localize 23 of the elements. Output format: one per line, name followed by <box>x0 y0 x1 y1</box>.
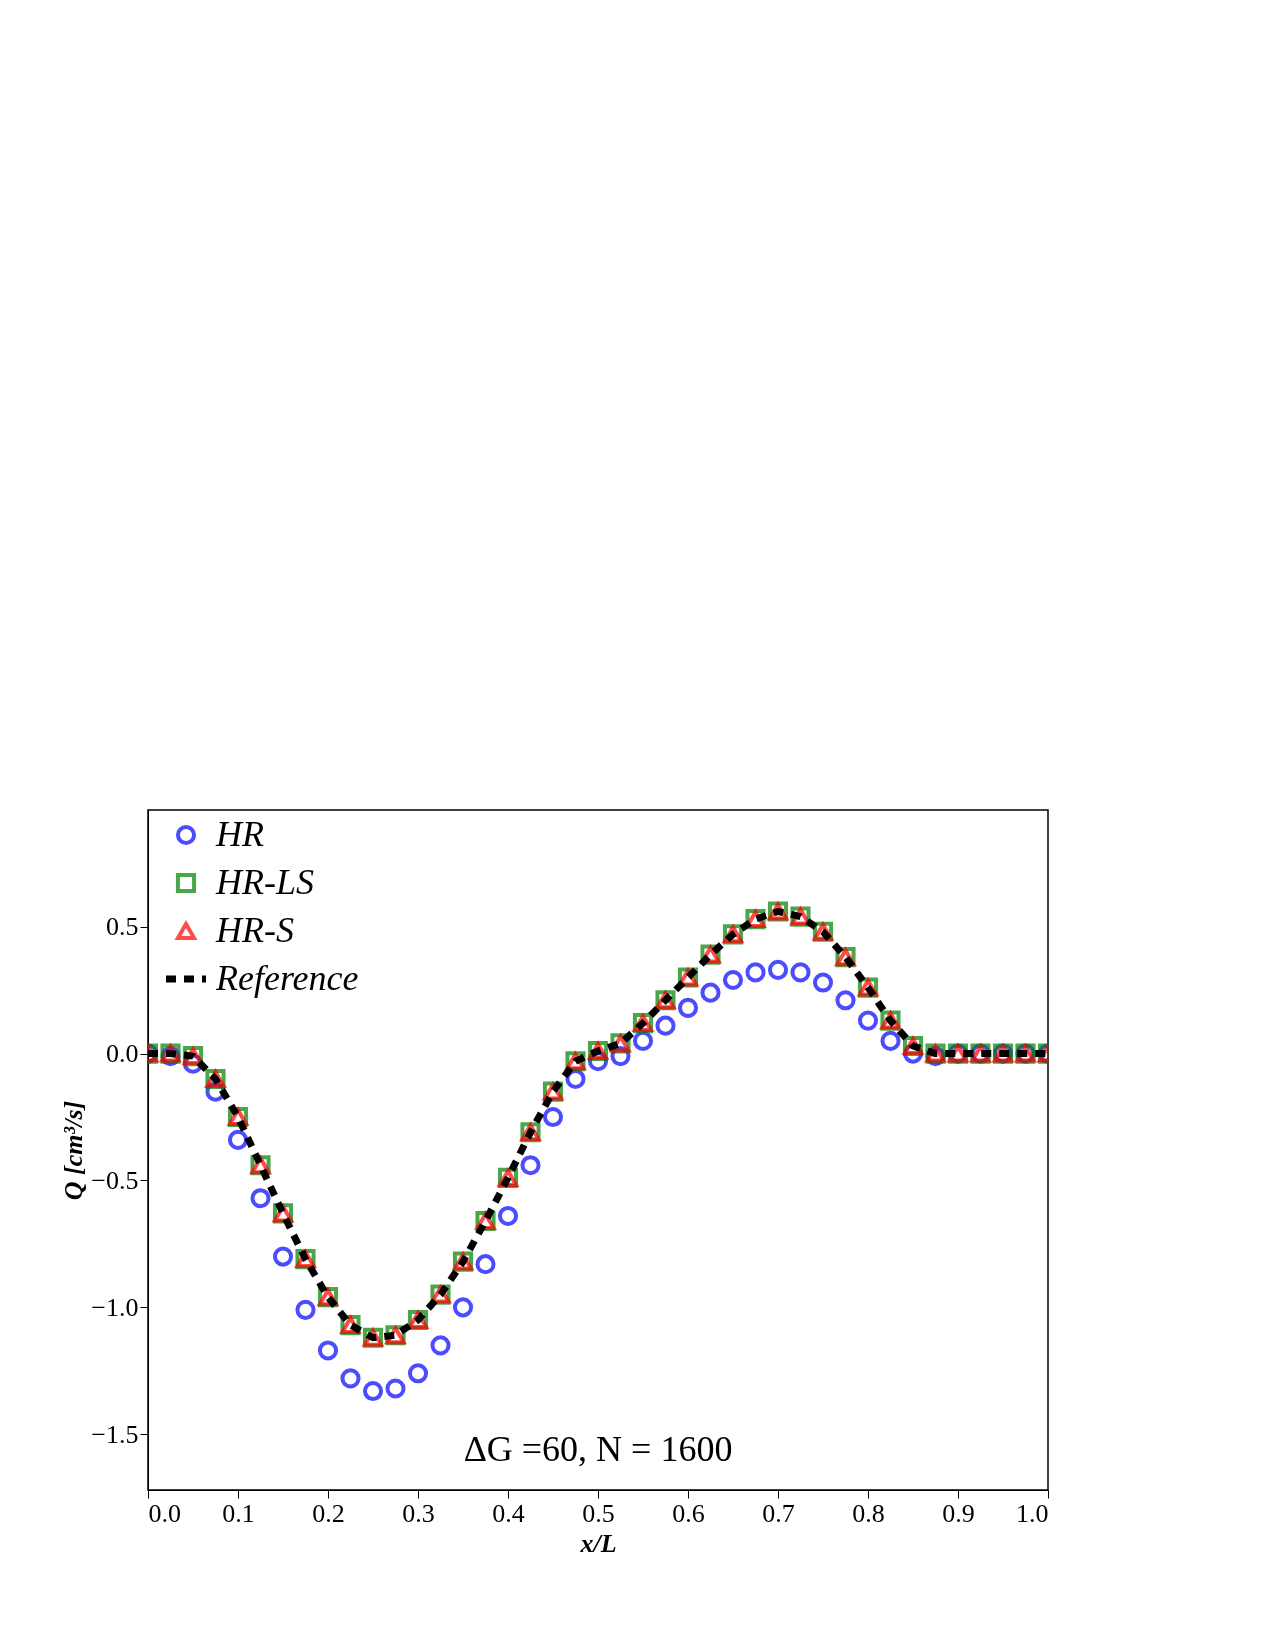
x-axis-title: x/L <box>579 1528 617 1558</box>
x-tick-label: 0.2 <box>312 1498 345 1528</box>
x-tick-label: 0.0 <box>148 1498 181 1528</box>
legend-label: HR-S <box>215 910 294 950</box>
x-tick-label: 0.4 <box>492 1498 525 1528</box>
y-tick-label: 0.0 <box>106 1039 139 1069</box>
x-tick-label: 0.6 <box>672 1498 705 1528</box>
x-tick-label: 0.7 <box>762 1498 795 1528</box>
x-tick-label: 0.9 <box>942 1498 975 1528</box>
legend-label: Reference <box>215 958 359 998</box>
x-tick-label: 0.5 <box>582 1498 615 1528</box>
y-tick-label: −1.5 <box>91 1419 139 1449</box>
legend-label: HR <box>215 814 264 854</box>
x-tick-label: 1.0 <box>1016 1498 1049 1528</box>
y-tick-label: 0.5 <box>106 912 139 942</box>
legend-label: HR-LS <box>215 862 314 902</box>
x-tick-label: 0.8 <box>852 1498 885 1528</box>
y-tick-label: −0.5 <box>91 1165 139 1195</box>
x-tick-label: 0.3 <box>402 1498 435 1528</box>
y-tick-label: −1.0 <box>91 1292 139 1322</box>
annotation: ΔG =60, N = 1600 <box>463 1429 733 1469</box>
y-axis-title: Q [cm³/s] <box>59 1100 89 1201</box>
x-tick-label: 0.1 <box>222 1498 255 1528</box>
